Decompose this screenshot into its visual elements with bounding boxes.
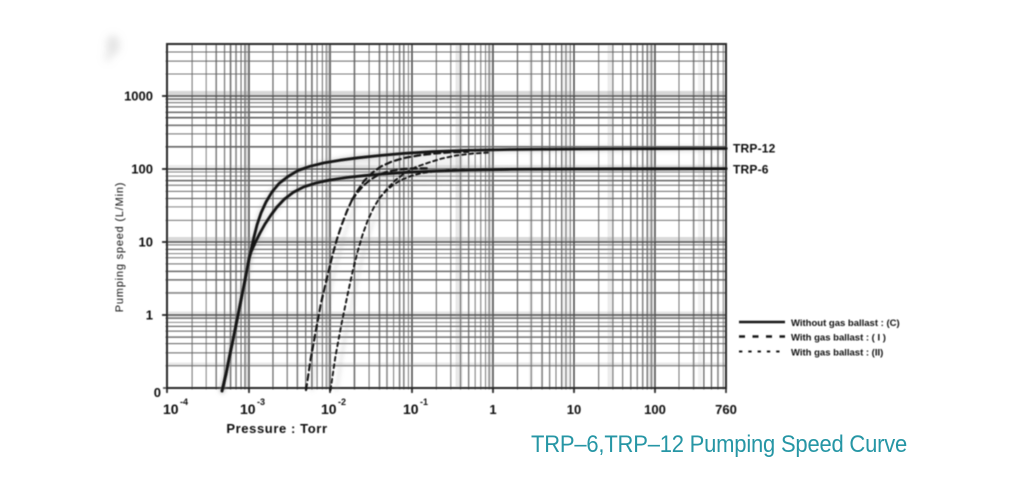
svg-text:10: 10 xyxy=(321,401,337,417)
svg-text:100: 100 xyxy=(644,402,666,417)
svg-text:10: 10 xyxy=(567,402,581,417)
svg-text:1: 1 xyxy=(489,402,496,417)
svg-text:-3: -3 xyxy=(257,397,265,407)
svg-text:760: 760 xyxy=(715,402,737,417)
svg-text:10: 10 xyxy=(163,401,179,417)
svg-text:TRP–6,TRP–12 Pumping Speed Cur: TRP–6,TRP–12 Pumping Speed Curve xyxy=(531,430,907,457)
svg-text:-4: -4 xyxy=(180,397,188,407)
svg-text:Pressure : Torr: Pressure : Torr xyxy=(226,421,327,436)
svg-text:With gas ballast : (II): With gas ballast : (II) xyxy=(791,348,883,359)
svg-text:10: 10 xyxy=(139,235,153,250)
svg-text:1000: 1000 xyxy=(124,89,153,104)
svg-text:TRP-6: TRP-6 xyxy=(733,163,769,177)
svg-text:Without gas ballast : (C): Without gas ballast : (C) xyxy=(791,318,900,329)
svg-text:100: 100 xyxy=(131,162,153,177)
svg-text:10: 10 xyxy=(240,401,256,417)
svg-text:-2: -2 xyxy=(338,397,346,407)
svg-text:0: 0 xyxy=(154,385,161,400)
svg-text:10: 10 xyxy=(403,401,419,417)
svg-text:Pumping speed (L/Min): Pumping speed (L/Min) xyxy=(114,182,126,313)
svg-text:1: 1 xyxy=(146,308,153,323)
svg-text:-1: -1 xyxy=(420,397,428,407)
svg-text:TRP-12: TRP-12 xyxy=(733,142,776,156)
svg-text:With gas ballast : ( I ): With gas ballast : ( I ) xyxy=(791,333,886,344)
